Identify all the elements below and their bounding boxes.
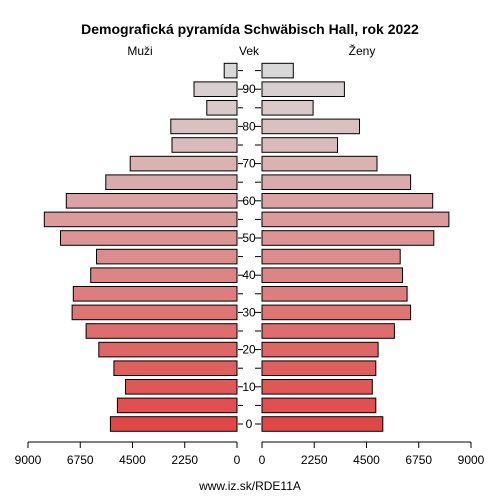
female-bar [261, 397, 377, 414]
chart-title: Demografická pyramída Schwäbisch Hall, r… [81, 21, 419, 37]
male-bar [193, 81, 238, 98]
male-x-axis: 9000 6750 4500 2250 0 [15, 441, 241, 467]
age-tick-label: 20 [242, 343, 256, 357]
female-bar [261, 416, 384, 432]
female-bar [261, 304, 412, 321]
age-tick-label: 80 [242, 119, 256, 133]
female-x-tick-label: 0 [259, 453, 266, 467]
female-bar [261, 267, 403, 283]
male-bar [113, 360, 238, 376]
male-bar [171, 137, 238, 153]
male-bar [71, 304, 238, 321]
female-bar [261, 286, 408, 302]
age-tick-label: 60 [242, 194, 256, 208]
female-bar [261, 155, 378, 172]
female-x-tick-label: 2250 [301, 453, 328, 467]
age-tick-label: 70 [242, 157, 256, 171]
female-x-axis: 0 2250 4500 6750 9000 [259, 441, 485, 467]
male-x-tick-label: 2250 [171, 453, 198, 467]
male-bar [43, 211, 238, 228]
male-x-tick-label: 6750 [67, 453, 94, 467]
male-bar [105, 174, 238, 190]
male-x-tick-label: 9000 [15, 453, 42, 467]
age-axis-label: Vek [239, 44, 260, 58]
female-bar [261, 379, 373, 395]
age-tick-label: 50 [242, 231, 256, 245]
female-x-tick-label: 6750 [405, 453, 432, 467]
male-bar [125, 379, 238, 395]
female-x-tick-label: 4500 [353, 453, 380, 467]
age-tick-label: 0 [246, 417, 253, 431]
female-bar [261, 81, 345, 98]
male-bar [129, 155, 238, 172]
female-bar [261, 360, 377, 376]
age-tick-label: 40 [242, 268, 256, 282]
age-tick-label: 10 [242, 380, 256, 394]
male-x-tick-label: 4500 [119, 453, 146, 467]
male-bar [85, 323, 238, 339]
male-bar [170, 118, 238, 135]
male-bar [98, 341, 238, 358]
female-x-tick-label: 9000 [458, 453, 485, 467]
female-bar [261, 100, 314, 116]
male-bar [72, 286, 238, 302]
male-bar [90, 267, 238, 283]
female-bar [261, 62, 294, 79]
male-bar [116, 397, 238, 414]
female-bars [261, 62, 450, 432]
male-bars [43, 62, 238, 432]
female-bar [261, 137, 338, 153]
male-x-tick-label: 0 [234, 453, 241, 467]
source-footer: www.iz.sk/RDE11A [198, 479, 301, 493]
female-bar [261, 230, 435, 246]
male-label: Muži [127, 44, 152, 58]
female-bar [261, 193, 434, 209]
age-ticks: 0 10 20 30 40 50 60 70 80 90 [238, 70, 261, 431]
female-bar [261, 174, 412, 190]
male-bar [65, 193, 238, 209]
male-bar [109, 416, 238, 432]
age-tick-label: 30 [242, 305, 256, 319]
female-bar [261, 118, 360, 135]
male-bar [206, 100, 238, 116]
age-tick-label: 90 [242, 82, 256, 96]
male-bar [223, 62, 238, 79]
female-bar [261, 211, 450, 228]
female-bar [261, 248, 401, 265]
male-bar [96, 248, 238, 265]
female-label: Ženy [349, 43, 376, 58]
female-bar [261, 341, 379, 358]
female-bar [261, 323, 395, 339]
male-bar [60, 230, 238, 246]
